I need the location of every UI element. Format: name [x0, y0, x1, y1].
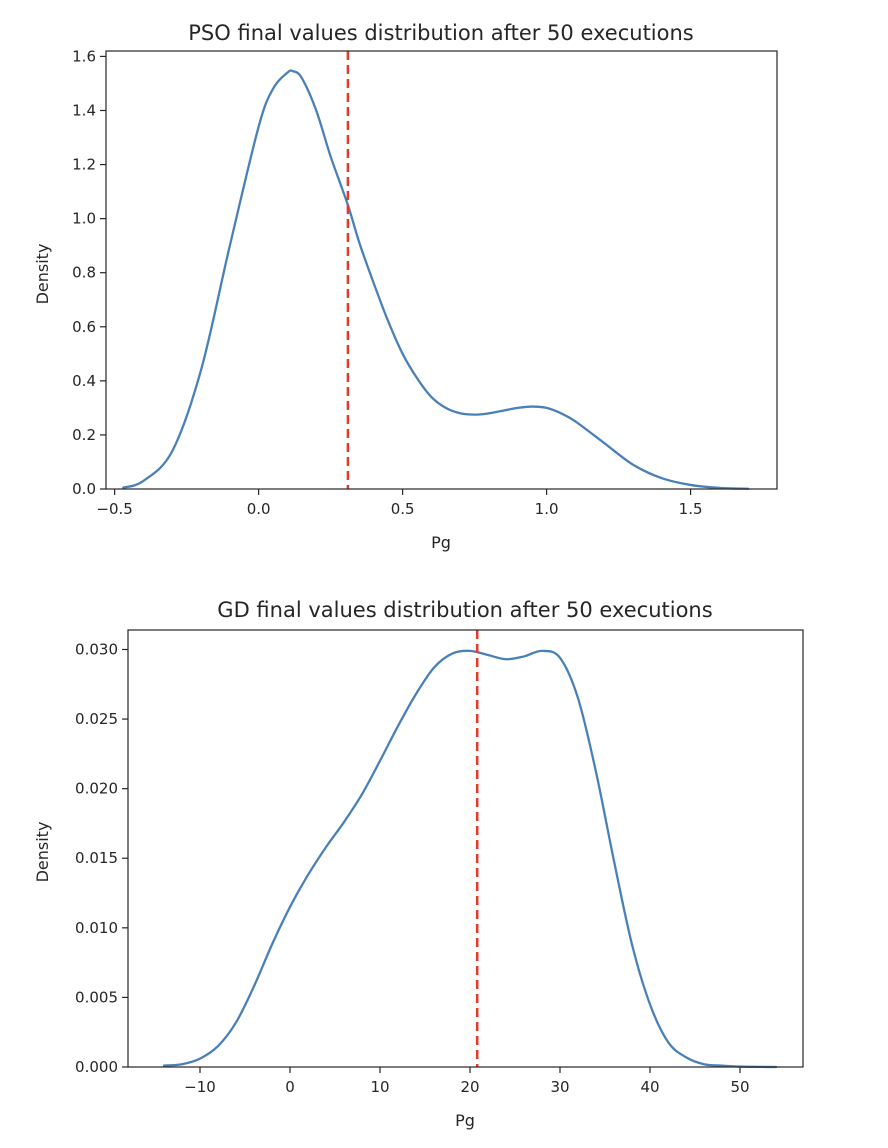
gd-x-tick-label: 40 — [640, 1078, 659, 1096]
pso-x-tick-label: −0.5 — [96, 500, 132, 518]
gd-y-axis-label: Density — [33, 822, 52, 883]
pso-plot-area — [122, 51, 750, 490]
gd-y-tick-label: 0.000 — [75, 1058, 118, 1076]
pso-chart-title: PSO final values distribution after 50 e… — [188, 21, 693, 45]
gd-x-axis-label: Pg — [455, 1111, 475, 1130]
gd-plot-frame — [127, 629, 804, 1068]
gd-plot-area — [162, 630, 778, 1069]
pso-plot-frame — [105, 50, 778, 490]
pso-x-tick-label: 1.0 — [535, 500, 559, 518]
pso-y-tick-label: 1.6 — [72, 47, 96, 65]
gd-x-tick-label: 0 — [285, 1078, 295, 1096]
pso-y-tick-label: 0.6 — [72, 318, 96, 336]
pso-chart: PSO final values distribution after 50 e… — [33, 21, 778, 552]
pso-y-tick-label: 1.4 — [72, 101, 96, 119]
gd-x-tick-label: −10 — [184, 1078, 216, 1096]
pso-y-axis-label: Density — [33, 244, 52, 305]
gd-y-tick-label: 0.020 — [75, 780, 118, 798]
pso-y-tick-label: 1.2 — [72, 156, 96, 174]
pso-x-tick-label: 0.5 — [391, 500, 415, 518]
gd-x-tick-label: 20 — [460, 1078, 479, 1096]
gd-y-tick-label: 0.030 — [75, 640, 118, 658]
gd-y-tick-label: 0.015 — [75, 849, 118, 867]
pso-ticks: −0.5 0.0 0.5 1.0 1.50.00.20.40.60.81.01.21.4… — [72, 47, 702, 518]
gd-x-tick-label: 30 — [550, 1078, 569, 1096]
pso-x-tick-label: 0.0 — [247, 500, 271, 518]
pso-y-tick-label: 0.8 — [72, 264, 96, 282]
gd-x-tick-label: 10 — [370, 1078, 389, 1096]
gd-y-tick-label: 0.010 — [75, 919, 118, 937]
gd-kde-line — [162, 649, 778, 1069]
pso-y-tick-label: 0.0 — [72, 480, 96, 498]
gd-x-tick-label: 50 — [730, 1078, 749, 1096]
pso-y-tick-label: 1.0 — [72, 210, 96, 228]
gd-y-tick-label: 0.005 — [75, 988, 118, 1006]
gd-y-tick-label: 0.025 — [75, 710, 118, 728]
gd-chart-title: GD final values distribution after 50 ex… — [217, 598, 712, 622]
pso-x-tick-label: 1.5 — [679, 500, 703, 518]
pso-x-axis-label: Pg — [431, 533, 451, 552]
pso-kde-line — [122, 69, 750, 490]
gd-ticks: −10 0 10 20 30 40 50 0.000 0.005 0.010 0.015 0.020 0… — [75, 640, 750, 1096]
gd-chart: GD final values distribution after 50 ex… — [33, 598, 804, 1130]
pso-y-tick-label: 0.4 — [72, 372, 96, 390]
pso-y-tick-label: 0.2 — [72, 426, 96, 444]
